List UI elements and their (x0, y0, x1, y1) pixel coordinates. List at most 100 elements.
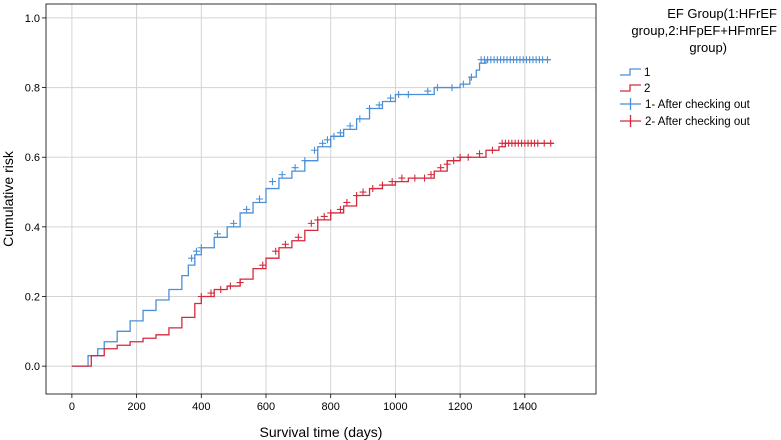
censor-mark-series-1 (424, 87, 432, 95)
censor-mark-series-1 (448, 84, 456, 92)
censor-mark-series-1 (387, 94, 395, 102)
censor-marks (188, 56, 555, 300)
censor-mark-series-1 (311, 146, 319, 154)
censor-mark-series-2 (464, 153, 472, 161)
legend-entries: 1 2 1- After checking out 2- After checking… (620, 67, 751, 128)
censor-mark-series-2 (207, 289, 215, 297)
censor-mark-series-2 (294, 233, 302, 241)
censor-mark-series-1 (319, 139, 327, 147)
censor-mark-series-1 (256, 195, 264, 203)
legend-title-line-1: EF Group(1:HFrEF (667, 6, 777, 21)
censor-mark-series-2 (359, 188, 367, 196)
censor-mark-series-2 (488, 146, 496, 154)
censor-mark-series-2 (534, 139, 542, 147)
censor-mark-series-2 (388, 178, 396, 186)
censor-mark-series-1 (192, 247, 200, 255)
censor-mark-series-1 (543, 56, 551, 64)
y-tick-label: 0.0 (25, 361, 40, 373)
legend-swatch-censor (620, 98, 641, 110)
legend-swatch-censor (620, 115, 641, 127)
gridlines (46, 4, 596, 394)
x-tick-label: 200 (127, 401, 145, 413)
censor-mark-series-2 (353, 192, 361, 200)
x-tick-label: 1000 (383, 401, 407, 413)
censor-mark-series-2 (450, 157, 458, 165)
censor-mark-series-2 (327, 209, 335, 217)
censor-mark-series-1 (188, 254, 196, 262)
legend-swatch-line-1 (620, 68, 641, 76)
x-axis-ticks: 0 200 400 600 800 1000 1200 1400 (69, 394, 537, 413)
y-tick-label: 0.2 (25, 292, 40, 304)
censor-mark-series-2 (343, 198, 351, 206)
y-axis-ticks: 0.0 0.2 0.4 0.6 0.8 1.0 (25, 13, 46, 373)
censor-mark-series-2 (314, 216, 322, 224)
x-axis-label: Survival time (days) (260, 424, 383, 440)
legend-title-line-2: group,2:HFpEF+HFmrEF (631, 23, 777, 38)
censor-mark-series-2 (336, 205, 344, 213)
legend-entry-label: 2 (644, 83, 650, 95)
censor-mark-series-2 (443, 160, 451, 168)
censor-mark-series-2 (236, 279, 244, 287)
x-tick-label: 400 (192, 401, 210, 413)
censor-mark-series-2 (369, 185, 377, 193)
censor-mark-series-2 (307, 219, 315, 227)
censor-mark-series-2 (281, 240, 289, 248)
legend-entry-label: 2- After checking out (645, 116, 751, 128)
censor-mark-series-1 (278, 171, 286, 179)
censor-mark-series-2 (272, 247, 280, 255)
x-tick-label: 800 (322, 401, 340, 413)
y-tick-label: 0.6 (25, 152, 40, 164)
censor-mark-series-2 (427, 171, 435, 179)
series-1-line (71, 59, 551, 367)
censor-mark-series-2 (378, 181, 386, 189)
x-tick-label: 1400 (513, 401, 537, 413)
censor-mark-series-1 (323, 136, 331, 144)
legend-entry-label: 1 (644, 67, 650, 79)
x-tick-label: 0 (69, 401, 75, 413)
censor-mark-series-2 (437, 164, 445, 172)
censor-mark-series-1 (336, 129, 344, 137)
censor-mark-series-1 (459, 80, 467, 88)
censor-mark-series-1 (395, 91, 403, 99)
y-axis-label: Cumulative risk (0, 150, 16, 247)
censor-mark-series-2 (398, 174, 406, 182)
censor-mark-series-1 (291, 164, 299, 172)
censor-mark-series-1 (366, 104, 374, 112)
censor-mark-series-2 (421, 174, 429, 182)
censor-mark-series-2 (456, 153, 464, 161)
censor-mark-series-1 (404, 91, 412, 99)
censor-mark-series-2 (547, 139, 555, 147)
censor-mark-series-1 (213, 230, 221, 238)
censor-mark-series-2 (476, 150, 484, 158)
censor-mark-series-2 (197, 293, 205, 300)
x-tick-label: 1200 (448, 401, 472, 413)
censor-mark-series-1 (433, 84, 441, 92)
censor-mark-series-1 (301, 157, 309, 165)
censor-mark-series-1 (197, 244, 205, 252)
censor-mark-series-1 (330, 132, 338, 140)
censor-mark-series-1 (346, 122, 354, 130)
censor-mark-series-1 (356, 115, 364, 123)
censor-mark-series-1 (230, 219, 238, 227)
x-tick-label: 600 (257, 401, 275, 413)
legend-title-line-3: group) (689, 40, 727, 55)
censor-mark-series-2 (320, 212, 328, 220)
censor-mark-series-2 (259, 261, 267, 269)
censor-mark-series-2 (217, 286, 225, 294)
y-tick-label: 1.0 (25, 13, 40, 25)
series-2-line (71, 142, 554, 367)
y-tick-label: 0.4 (25, 222, 40, 234)
censor-mark-series-1 (243, 205, 251, 213)
curves (71, 59, 554, 367)
legend-entry-label: 1- After checking out (645, 99, 751, 111)
censor-mark-series-2 (226, 282, 234, 290)
plot-frame (45, 3, 597, 395)
legend-swatch-line-2 (620, 84, 641, 92)
censor-mark-series-1 (268, 178, 276, 186)
legend: EF Group(1:HFrEF group,2:HFpEF+HFmrEF gr… (620, 6, 777, 128)
censor-mark-series-1 (467, 73, 475, 81)
censor-mark-series-2 (540, 139, 548, 147)
y-tick-label: 0.8 (25, 83, 40, 95)
censor-mark-series-1 (375, 101, 383, 109)
